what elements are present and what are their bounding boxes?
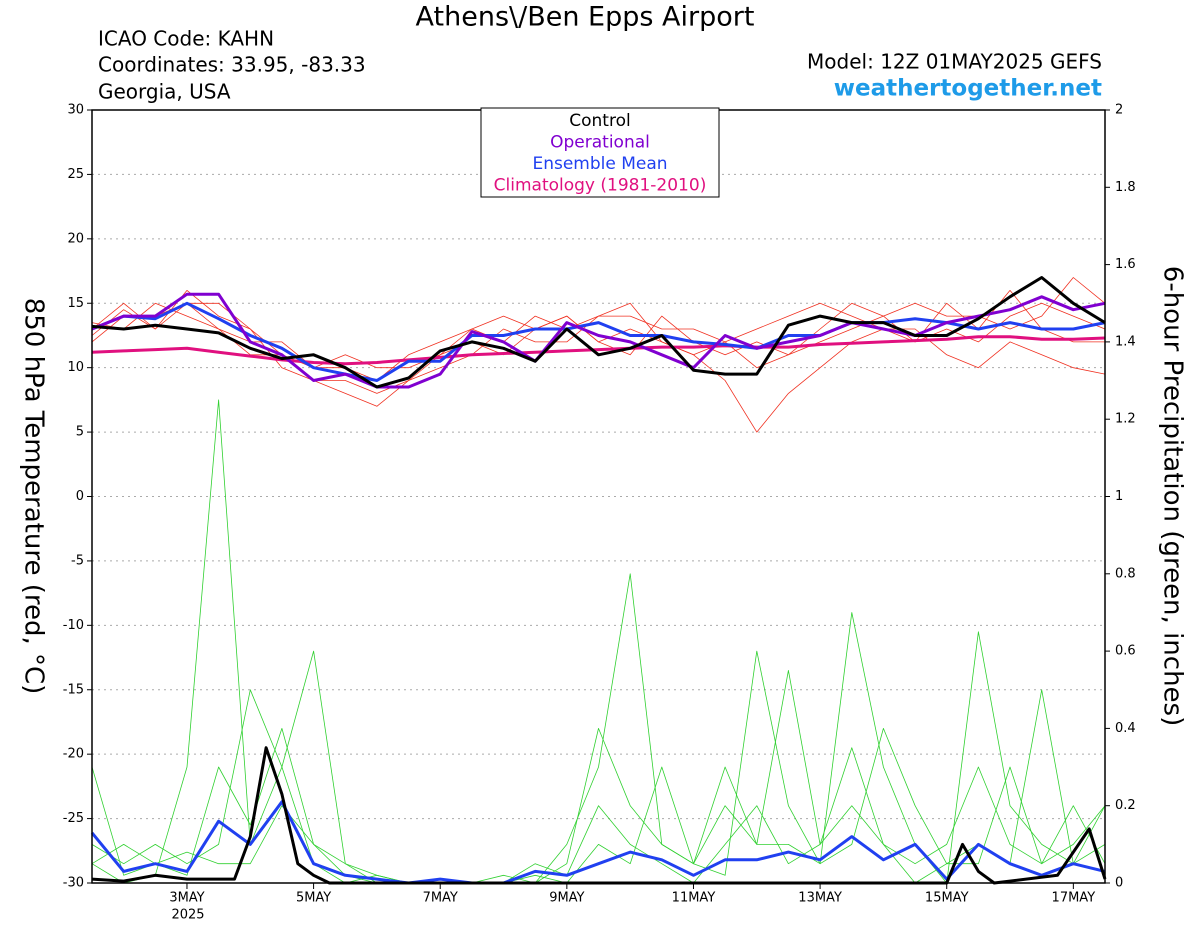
y2-axis-label: 6-hour Precipitation (green, inches) — [1158, 266, 1188, 726]
legend-entry: Operational — [550, 133, 650, 153]
member-line — [91, 290, 1105, 369]
y2-tick-label: 0.8 — [1115, 566, 1136, 581]
precip-member-line — [91, 399, 1106, 884]
y-tick-label: 25 — [67, 167, 84, 182]
y-tick-label: -10 — [63, 618, 84, 633]
y-tick-label: -5 — [71, 553, 84, 568]
legend-box — [480, 107, 720, 198]
series-line — [91, 292, 1106, 389]
y-tick-label: 30 — [67, 103, 84, 118]
y-tick-label: -25 — [63, 811, 84, 826]
series-line — [91, 276, 1106, 389]
y2-tick-label: 1.6 — [1115, 257, 1136, 272]
model: Model: 12Z 01MAY2025 GEFS — [807, 50, 1102, 74]
x-tick-label: 11MAY — [672, 891, 716, 906]
y2-tick-label: 0.4 — [1115, 721, 1136, 736]
y2-tick-label: 1 — [1115, 489, 1123, 504]
y2-tick-label: 1.8 — [1115, 180, 1136, 195]
y-tick-label: 0 — [76, 489, 84, 504]
precip-member-line — [91, 650, 1106, 884]
legend-entry: Ensemble Mean — [532, 154, 667, 174]
x-tick-label: 3MAY — [169, 891, 204, 906]
info: ICAO Code: KAHN — [98, 27, 274, 51]
y2-tick-label: 0.2 — [1115, 798, 1136, 813]
member-line — [91, 302, 1106, 433]
y-tick-label: 5 — [76, 425, 84, 440]
x-tick-label: 17MAY — [1052, 891, 1096, 906]
legend-entry: Climatology (1981-2010) — [494, 176, 707, 196]
y2-tick-label: 0.6 — [1115, 644, 1136, 659]
x-tick-label: 7MAY — [423, 891, 458, 906]
y2-tick-label: 1.2 — [1115, 412, 1136, 427]
info: Georgia, USA — [98, 80, 231, 104]
y-axis-label: 850 hPa Temperature (red, °C) — [19, 298, 49, 695]
y2-tick-label: 2 — [1115, 103, 1123, 118]
chart-title: Athens\/Ben Epps Airport — [416, 2, 755, 33]
y-tick-label: -20 — [63, 747, 84, 762]
y-tick-label: -30 — [63, 876, 84, 891]
info: Coordinates: 33.95, -83.33 — [98, 53, 366, 77]
legend-entry: Control — [569, 111, 630, 131]
y-tick-label: 20 — [67, 231, 84, 246]
x-tick-label: 13MAY — [798, 891, 842, 906]
x-tick-label: 5MAY — [296, 891, 331, 906]
y2-tick-label: 1.4 — [1115, 334, 1136, 349]
site: weathertogether.net — [834, 76, 1102, 102]
x-tick-label: 15MAY — [925, 891, 969, 906]
y2-tick-label: 0 — [1115, 876, 1123, 891]
series-line — [91, 301, 1106, 382]
year-label: 2025 — [171, 908, 204, 923]
precip-line — [90, 800, 1106, 885]
precip-member-line — [91, 612, 1106, 884]
x-tick-label: 9MAY — [549, 891, 584, 906]
series-line — [91, 335, 1106, 366]
y-tick-label: -15 — [63, 682, 84, 697]
y-tick-label: 10 — [67, 360, 84, 375]
y-tick-label: 15 — [67, 296, 84, 311]
